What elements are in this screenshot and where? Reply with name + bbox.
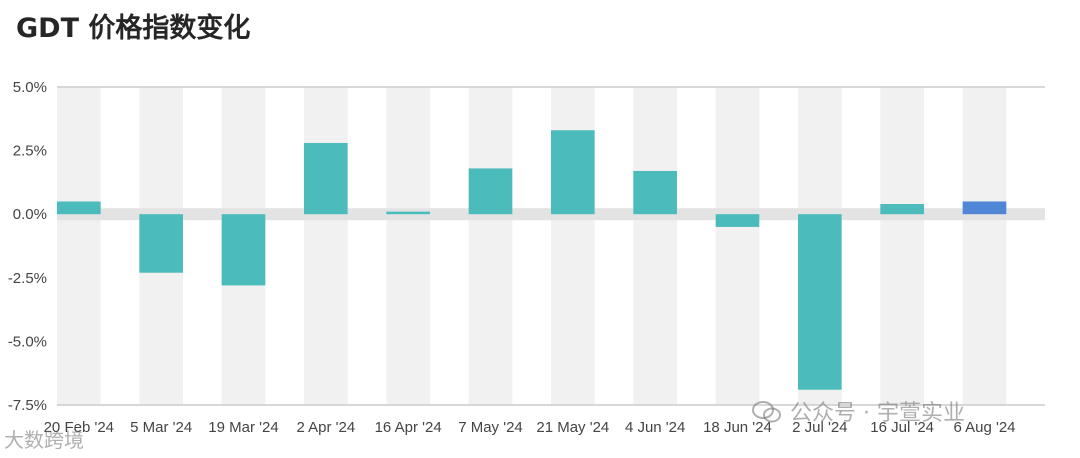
background-band — [962, 87, 1007, 405]
y-tick-label: -7.5% — [8, 397, 47, 414]
x-tick-label: 5 Mar '24 — [130, 419, 192, 436]
background-band — [715, 87, 760, 405]
x-tick-label: 7 May '24 — [458, 419, 523, 436]
background-band — [57, 87, 101, 405]
bar — [139, 214, 183, 273]
x-tick-label: 4 Jun '24 — [625, 419, 685, 436]
y-tick-label: -2.5% — [8, 270, 47, 287]
bar — [715, 214, 760, 227]
y-tick-label: 0.0% — [13, 206, 47, 223]
y-tick-label: -5.0% — [8, 333, 47, 350]
y-tick-label: 2.5% — [13, 143, 47, 160]
x-tick-label: 6 Aug '24 — [953, 419, 1015, 436]
bar — [798, 214, 842, 390]
bar — [551, 130, 595, 215]
bar — [880, 204, 924, 215]
x-tick-label: 18 Jun '24 — [703, 419, 772, 436]
wechat-watermark-text: 公众号 · 宇萱实业 — [790, 401, 965, 426]
background-band — [468, 87, 513, 405]
x-tick-label: 20 Feb '24 — [44, 419, 114, 436]
bar — [633, 170, 677, 215]
background-band — [386, 87, 430, 405]
bar — [468, 168, 513, 215]
bar — [304, 142, 348, 215]
x-tick-label: 16 Jul '24 — [870, 419, 934, 436]
chart-title: GDT 价格指数变化 — [16, 13, 251, 44]
background-band — [633, 87, 677, 405]
bar — [962, 201, 1007, 215]
x-tick-label: 2 Jul '24 — [792, 419, 847, 436]
background-band — [880, 87, 924, 405]
y-tick-label: 5.0% — [13, 79, 47, 96]
x-tick-label: 21 May '24 — [536, 419, 609, 436]
x-tick-label: 2 Apr '24 — [296, 419, 355, 436]
bar — [57, 201, 101, 215]
bar — [221, 214, 266, 286]
bar — [386, 211, 430, 215]
wechat-watermark: 公众号 · 宇萱实业 — [752, 395, 965, 427]
x-tick-label: 16 Apr '24 — [375, 419, 442, 436]
background-band — [304, 87, 348, 405]
wechat-icon — [752, 401, 782, 423]
x-tick-label: 19 Mar '24 — [208, 419, 278, 436]
source-watermark: 大数跨境 — [4, 428, 84, 452]
